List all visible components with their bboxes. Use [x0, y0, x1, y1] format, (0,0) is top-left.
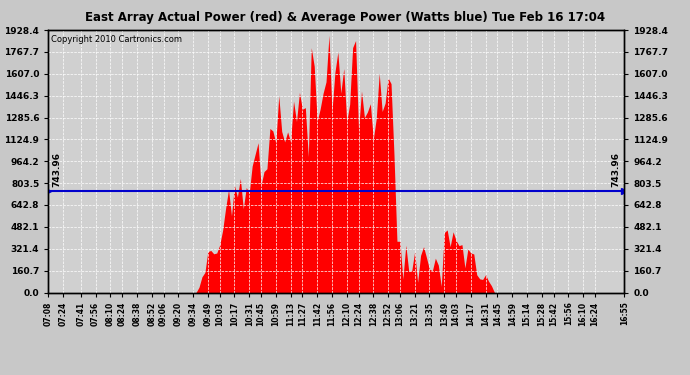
Text: East Array Actual Power (red) & Average Power (Watts blue) Tue Feb 16 17:04: East Array Actual Power (red) & Average …: [85, 11, 605, 24]
Text: 743.96: 743.96: [611, 152, 620, 187]
Text: 743.96: 743.96: [52, 152, 61, 187]
Text: Copyright 2010 Cartronics.com: Copyright 2010 Cartronics.com: [51, 35, 182, 44]
